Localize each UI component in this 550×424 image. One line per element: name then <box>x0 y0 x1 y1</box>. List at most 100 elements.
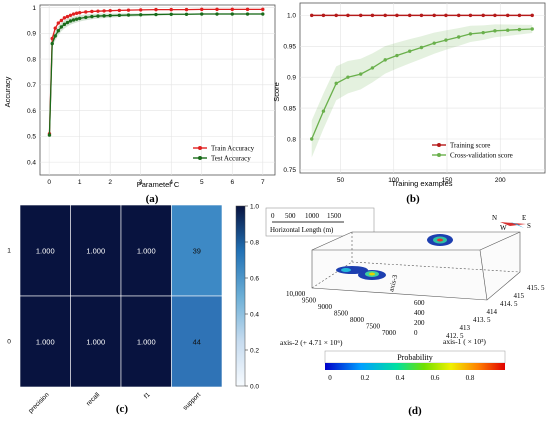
data-point <box>395 13 399 18</box>
probability-tick-label: 0.4 <box>396 374 405 382</box>
colorbar-tick-label: 1.0 <box>250 203 259 210</box>
data-point <box>517 13 522 18</box>
data-point <box>359 72 363 76</box>
data-point <box>65 14 70 19</box>
legend-training-label: Training score <box>450 142 490 150</box>
3d-box-edge <box>479 249 488 301</box>
probability-colorbar-ticks: 0 0.2 0.4 0.6 0.8 <box>328 374 475 382</box>
data-point <box>230 12 234 16</box>
x-tick-label: 0 <box>47 179 51 186</box>
y-tick-label: 0.95 <box>283 44 296 51</box>
data-point <box>59 18 64 23</box>
colorbar-tick-label: 0.8 <box>250 239 259 246</box>
axis-3-tick-label: 600 <box>414 299 425 307</box>
axis-2-tick-label: 8000 <box>350 316 365 324</box>
axis-1-tick-label: 414 <box>487 308 498 316</box>
x-tick-label: 6 <box>230 179 234 186</box>
data-point <box>184 7 189 12</box>
compass-icon: N E W S <box>492 214 531 232</box>
data-point <box>74 17 79 21</box>
heatmap-cell <box>171 204 223 297</box>
data-point <box>481 30 485 35</box>
axis-1-tick-label: 413. 5 <box>473 316 491 324</box>
data-point <box>84 10 88 14</box>
data-point <box>334 81 338 86</box>
probability-title: Probability <box>397 353 433 362</box>
data-point <box>84 15 88 20</box>
y-tick-label: 0.75 <box>283 167 296 174</box>
data-point <box>370 13 375 18</box>
data-point <box>50 41 54 46</box>
blob-left <box>336 266 368 274</box>
heatmap-row-label: 1 <box>7 248 11 255</box>
data-point <box>117 13 122 18</box>
panel-a-y-axis-label: Accuracy <box>3 76 12 107</box>
3d-box-edge <box>351 261 521 273</box>
data-point <box>169 7 173 12</box>
panel-b-chart: 50 100 150 200 0.75 0.8 0.85 0.9 0.95 1.0 Traini… <box>272 2 546 205</box>
data-point <box>419 45 424 50</box>
3d-box <box>311 231 521 301</box>
compass-s: S <box>527 222 531 230</box>
heatmap-cell-value: 39 <box>193 247 201 256</box>
3d-box-edge <box>479 231 521 251</box>
data-point <box>96 14 100 18</box>
panel-a-x-axis-label: Parameter C <box>137 180 180 189</box>
panel-c-colorbar <box>235 205 246 387</box>
x-tick-label: 100 <box>388 177 399 184</box>
heatmap-cell-value: 1.000 <box>36 338 55 347</box>
panel-a-legend: Train Accuracy Test Accuracy <box>193 145 255 163</box>
y-tick-label: 0.85 <box>283 105 296 112</box>
panel-a-label: (a) <box>146 193 159 205</box>
data-point <box>530 13 534 18</box>
axis-2-tick-label: 7000 <box>382 329 397 337</box>
data-point <box>200 7 204 12</box>
heatmap-cell <box>120 295 172 388</box>
data-point <box>493 13 497 18</box>
compass-e: E <box>522 214 526 222</box>
x-tick-label: 1 <box>78 179 82 186</box>
panel-c-column-labels: precision recall f1 support <box>27 391 202 415</box>
data-point <box>200 12 204 16</box>
heatmap-column-label: support <box>182 391 202 411</box>
heatmap-cell <box>120 204 172 297</box>
data-point <box>468 32 473 36</box>
panel-d-3d-plot: 0 500 1000 1500 Horizontal Length (m) N … <box>265 207 545 417</box>
axis-3-tick-label: 400 <box>414 309 425 317</box>
probability-tick-label: 0.2 <box>361 374 370 382</box>
y-tick-label: 0.9 <box>287 74 296 81</box>
blob-center-core <box>369 272 375 276</box>
axis-2-tick-label: 9000 <box>318 303 333 311</box>
x-tick-label: 2 <box>108 179 112 186</box>
data-point <box>432 41 436 45</box>
y-tick-label: 0.6 <box>27 108 36 115</box>
data-point <box>77 11 82 15</box>
panel-b-legend: Training score Cross-validation score <box>432 142 513 160</box>
data-point <box>68 19 73 23</box>
x-tick-label: 4 <box>169 179 173 186</box>
data-point <box>102 9 106 13</box>
data-point <box>506 13 510 18</box>
data-point <box>53 26 57 30</box>
data-point <box>184 12 189 16</box>
axis-2-tick-label: 8500 <box>334 310 349 318</box>
legend-cv-marker <box>437 153 441 157</box>
axis-3-ticks: 0 200 400 600 <box>414 299 425 337</box>
axis-2-tick-label: 9500 <box>302 297 317 305</box>
data-point <box>481 13 485 18</box>
data-point <box>230 7 234 12</box>
data-point <box>321 13 326 18</box>
y-tick-label: 0.8 <box>287 136 296 143</box>
data-point <box>493 29 497 33</box>
data-point <box>68 13 73 18</box>
compass-arrow-red <box>500 222 526 226</box>
axis-3-tick-label: 0 <box>414 329 418 337</box>
y-tick-label: 1.0 <box>287 13 296 20</box>
heatmap-column-label: precision <box>27 391 51 415</box>
data-point <box>530 27 534 31</box>
panel-a-chart: 0 1 2 3 4 5 6 7 0.4 0.5 0.6 0.7 0.8 0.9 1 Parameter C… <box>3 4 276 205</box>
heatmap-row-label: 0 <box>7 339 11 346</box>
panel-d-label: (d) <box>408 405 422 417</box>
axis-1-tick-label: 414. 5 <box>500 300 518 308</box>
